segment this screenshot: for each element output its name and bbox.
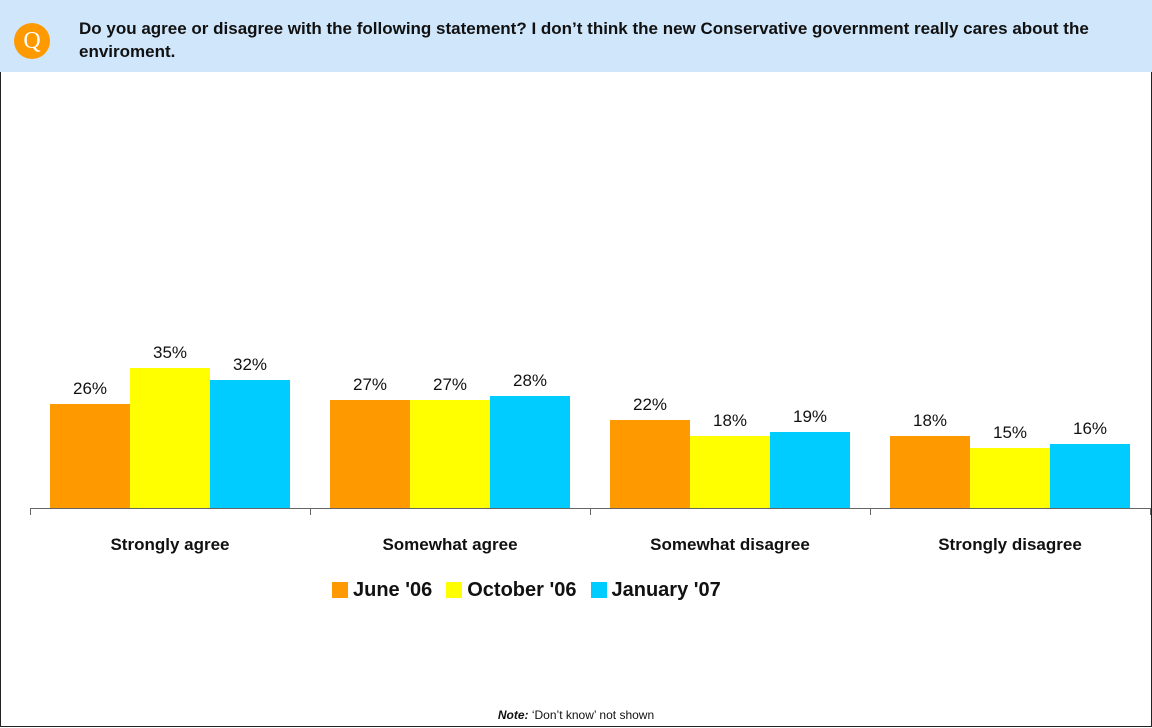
bar [410, 400, 490, 508]
category-label: Strongly agree [110, 535, 229, 554]
bar [970, 448, 1050, 508]
legend-label: June '06 [353, 578, 433, 601]
question-badge-icon: Q [14, 23, 50, 59]
bar [610, 420, 690, 508]
data-label: 15% [993, 423, 1027, 442]
note: Note: ‘Don’t know’ not shown [0, 708, 1152, 722]
legend-label: October '06 [467, 578, 577, 601]
legend-item: January '07 [590, 578, 721, 602]
data-label: 16% [1073, 419, 1107, 438]
data-label: 35% [153, 343, 187, 362]
legend-swatch [332, 582, 348, 598]
bar [330, 400, 410, 508]
bar [1050, 444, 1130, 508]
note-text: ‘Don’t know’ not shown [528, 708, 655, 722]
bar [210, 380, 290, 508]
data-label: 26% [73, 379, 107, 398]
legend-swatch [446, 582, 463, 598]
bar [770, 432, 850, 508]
data-label: 22% [633, 395, 667, 414]
data-label: 28% [513, 371, 547, 390]
question-text: Do you agree or disagree with the follow… [79, 19, 1089, 61]
data-label: 19% [793, 407, 827, 426]
bar [50, 404, 130, 508]
category-label: Somewhat agree [382, 535, 517, 554]
legend: June '06 October '06 January '07 [332, 578, 735, 602]
data-label: 18% [713, 411, 747, 430]
data-label: 32% [233, 355, 267, 374]
bar [690, 436, 770, 508]
legend-item: October '06 [446, 578, 577, 602]
bar [890, 436, 970, 508]
bar [130, 368, 210, 508]
legend-label: January '07 [611, 578, 721, 601]
data-label: 27% [433, 375, 467, 394]
data-label: 27% [353, 375, 387, 394]
category-label: Somewhat disagree [650, 535, 810, 554]
legend-item: June '06 [332, 579, 432, 602]
note-label: Note: [497, 708, 529, 722]
question-header: Q Do you agree or disagree with the foll… [0, 0, 1152, 72]
category-label: Strongly disagree [938, 535, 1082, 554]
data-label: 18% [913, 411, 947, 430]
bar [490, 396, 570, 508]
legend-swatch [590, 582, 607, 598]
